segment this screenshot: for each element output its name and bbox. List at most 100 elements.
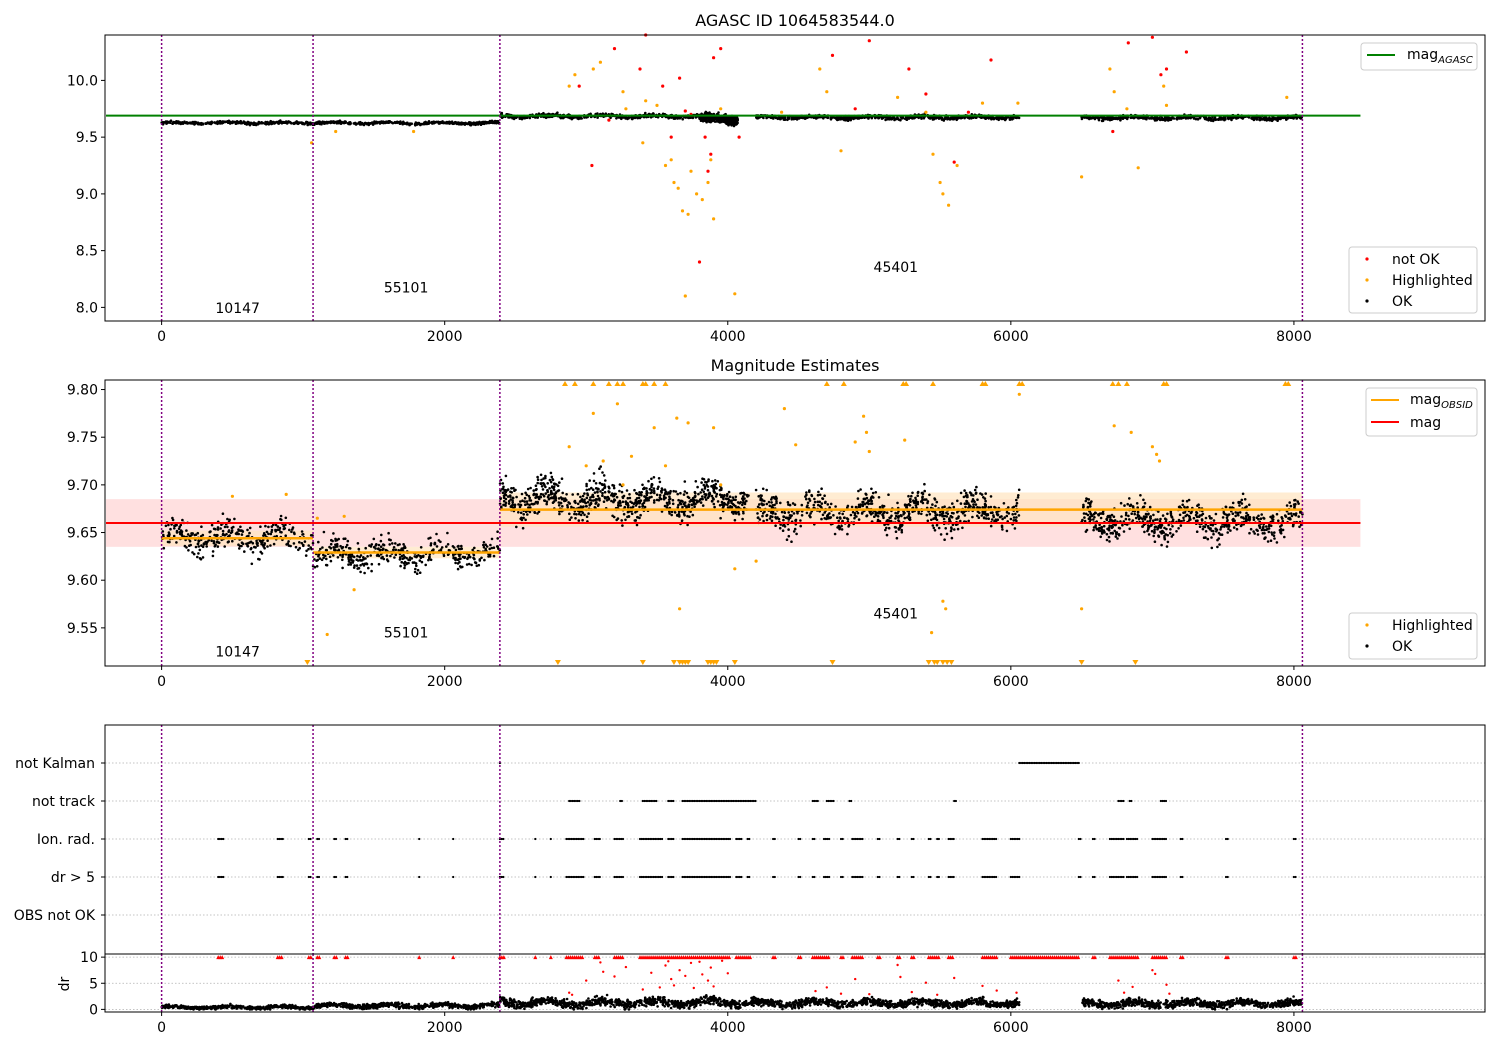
- ok-point: [475, 123, 479, 126]
- ok-point: [983, 116, 987, 120]
- ok-point: [808, 490, 811, 494]
- ok-point: [255, 541, 259, 545]
- ok-point: [223, 120, 226, 124]
- ok-point: [246, 120, 250, 124]
- ok-point: [837, 519, 840, 523]
- ok-point: [681, 117, 684, 121]
- ok-point: [671, 502, 675, 506]
- ok-point: [382, 547, 385, 551]
- ok-point: [528, 503, 531, 507]
- ok-point: [678, 501, 682, 505]
- ok-point: [377, 543, 381, 547]
- ok-point: [885, 511, 889, 514]
- ok-point: [300, 541, 304, 545]
- ok-point: [616, 517, 620, 520]
- ok-point: [720, 500, 724, 504]
- ok-point: [668, 497, 672, 501]
- ok-point: [856, 497, 860, 500]
- ok-point: [353, 564, 356, 567]
- ok-point: [974, 492, 978, 495]
- ok-point: [393, 556, 396, 559]
- ok-point: [396, 543, 400, 547]
- ok-point: [493, 119, 497, 123]
- highlighted-point: [676, 186, 680, 190]
- ok-point: [400, 554, 404, 558]
- ok-point: [650, 483, 654, 487]
- ok-point: [162, 546, 166, 550]
- ok-point: [370, 569, 373, 573]
- highlighted-point: [672, 180, 676, 185]
- ok-point: [249, 122, 253, 126]
- ok-point: [237, 532, 240, 536]
- highlighted-point: [896, 95, 900, 99]
- ok-point: [420, 560, 424, 564]
- ok-point: [272, 542, 276, 546]
- ok-point: [540, 485, 544, 488]
- ok-point: [660, 491, 663, 494]
- ok-point: [813, 500, 817, 504]
- ok-point: [175, 541, 178, 544]
- ok-point: [216, 526, 220, 529]
- ok-point: [727, 490, 731, 494]
- ok-point: [332, 532, 335, 535]
- highlighted-point: [412, 129, 416, 134]
- ok-point: [989, 505, 993, 509]
- ok-point: [719, 516, 722, 520]
- ok-point: [720, 494, 724, 497]
- ok-point: [1001, 116, 1004, 119]
- ok-point: [827, 517, 830, 520]
- ok-point: [713, 479, 717, 482]
- ok-point: [861, 503, 865, 506]
- ok-point: [514, 116, 518, 119]
- ok-point: [196, 542, 200, 546]
- ok-point: [691, 498, 695, 501]
- ok-point: [620, 490, 624, 494]
- highlighted-point: [567, 84, 571, 88]
- ok-point: [330, 538, 333, 542]
- ok-point: [389, 554, 392, 558]
- ok-point: [963, 489, 966, 492]
- ok-point: [652, 487, 656, 490]
- ok-point: [366, 555, 369, 558]
- ok-point: [221, 512, 225, 515]
- ok-point: [1166, 118, 1170, 122]
- ok-point: [1117, 116, 1120, 120]
- ok-point: [528, 116, 532, 120]
- ok-point: [799, 519, 802, 522]
- ok-point: [650, 491, 653, 494]
- ok-point: [478, 559, 482, 562]
- ok-point: [485, 545, 489, 548]
- ok-point: [691, 513, 695, 517]
- ok-point: [601, 494, 604, 498]
- ok-point: [823, 494, 826, 498]
- ok-point: [706, 488, 710, 492]
- ok-point: [329, 559, 333, 563]
- ok-point: [762, 519, 765, 523]
- ok-point: [234, 122, 238, 125]
- ok-point: [684, 116, 687, 119]
- x-tick-label: 0: [157, 329, 166, 345]
- ok-point: [933, 497, 936, 500]
- ok-point: [363, 571, 366, 575]
- ok-point: [294, 545, 298, 549]
- ok-point: [1016, 496, 1020, 499]
- ok-point: [586, 500, 590, 504]
- ok-point: [700, 481, 703, 484]
- not-ok-point: [612, 47, 617, 51]
- ok-point: [336, 556, 340, 559]
- ok-point: [911, 117, 914, 120]
- ok-point: [560, 477, 564, 481]
- ok-point: [732, 498, 736, 502]
- ok-point: [552, 482, 556, 486]
- ok-point: [1198, 116, 1202, 119]
- ok-point: [585, 482, 588, 486]
- ok-point: [334, 546, 337, 549]
- ok-point: [664, 491, 667, 495]
- ok-point: [710, 500, 714, 503]
- ok-point: [250, 546, 253, 550]
- ok-point: [728, 495, 732, 499]
- ok-point: [550, 475, 554, 479]
- ok-point: [596, 491, 599, 494]
- ok-point: [559, 501, 563, 505]
- ok-point: [379, 539, 383, 543]
